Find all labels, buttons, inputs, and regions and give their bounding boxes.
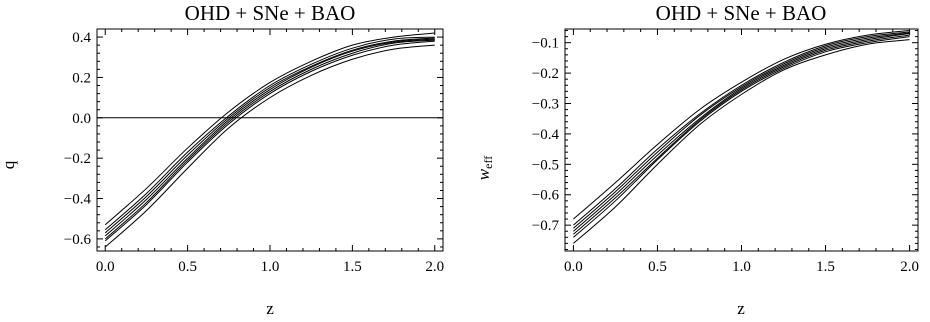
q-ytick-label: −0.4 bbox=[64, 192, 92, 208]
q-plot-frame bbox=[96, 28, 444, 252]
weff-ytick-label: −0.3 bbox=[532, 97, 559, 113]
q-contour-curve-3 bbox=[104, 39, 435, 240]
weff-contour-curve-2 bbox=[573, 36, 910, 238]
weff-plot-frame bbox=[564, 28, 919, 252]
q-contour-curve-4 bbox=[104, 38, 435, 237]
weff-xtick-label: 0.0 bbox=[564, 259, 583, 275]
weff-ylabel-subscript: eff bbox=[481, 156, 495, 169]
q-ytick-label: −0.2 bbox=[64, 151, 91, 167]
weff-xtick-label: 0.5 bbox=[648, 259, 667, 275]
weff-ytick-label: −0.7 bbox=[532, 218, 560, 234]
q-contour-curve-7 bbox=[104, 32, 435, 226]
weff-ytick-label: −0.4 bbox=[532, 127, 560, 143]
q-xtick-label: 2.0 bbox=[425, 259, 444, 275]
q-contour-curve-1 bbox=[104, 44, 435, 248]
q-contour-curve-5 bbox=[104, 37, 435, 234]
weff-contour-curve-5 bbox=[573, 32, 910, 229]
weff-contour-curve-1 bbox=[573, 39, 910, 244]
q-ytick-label: 0.4 bbox=[72, 30, 91, 46]
q-xtick-label: 0.5 bbox=[178, 259, 197, 275]
q-panel-ylabel: q bbox=[0, 160, 18, 169]
q-panel-xlabel: z bbox=[266, 299, 274, 318]
weff-ytick-label: −0.5 bbox=[532, 157, 559, 173]
weff-ylabel-main: w bbox=[474, 168, 493, 180]
weff-contour-curve-6 bbox=[573, 31, 910, 226]
q-xtick-label: 1.5 bbox=[343, 259, 362, 275]
q-xtick-label: 0.0 bbox=[96, 259, 115, 275]
weff-contour-curve-4 bbox=[573, 33, 910, 232]
q-contour-curve-6 bbox=[104, 36, 435, 231]
weff-xtick-label: 1.0 bbox=[732, 259, 751, 275]
q-ytick-label: 0.2 bbox=[72, 70, 91, 86]
weff-contour-curve-3 bbox=[573, 34, 910, 235]
q-ytick-label: −0.6 bbox=[64, 232, 92, 248]
weff-contour-curve-7 bbox=[573, 30, 910, 220]
q-ytick-label: 0.0 bbox=[72, 111, 91, 127]
weff-ytick-label: −0.1 bbox=[532, 36, 559, 52]
q-panel-title: OHD + SNe + BAO bbox=[185, 1, 356, 25]
q-panel: OHD + SNe + BAO z q 0.0 0.5 1.0 1.5 2.0 0.4 0.… bbox=[0, 1, 444, 318]
weff-ytick-label: −0.6 bbox=[532, 188, 560, 204]
q-contour-curve-2 bbox=[104, 40, 435, 242]
weff-ytick-label: −0.2 bbox=[532, 66, 559, 82]
weff-panel: OHD + SNe + BAO z weff 0.0 0.5 1.0 1.5 2.0 −0… bbox=[474, 1, 919, 318]
weff-panel-ylabel: weff bbox=[474, 156, 495, 180]
weff-xtick-label: 1.5 bbox=[816, 259, 835, 275]
q-xtick-label: 1.0 bbox=[261, 259, 280, 275]
weff-panel-title: OHD + SNe + BAO bbox=[656, 1, 827, 25]
weff-panel-xlabel: z bbox=[737, 299, 745, 318]
weff-xtick-label: 2.0 bbox=[900, 259, 919, 275]
